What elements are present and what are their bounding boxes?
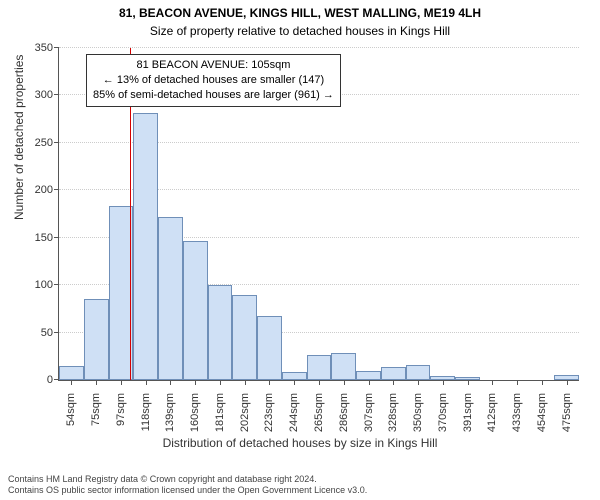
x-tick-mark <box>245 380 246 385</box>
x-tick-label: 160sqm <box>189 386 201 432</box>
histogram-bar <box>232 295 257 380</box>
x-tick-label: 412sqm <box>486 386 498 432</box>
x-tick-label: 118sqm <box>140 386 152 431</box>
histogram-bar <box>208 285 233 380</box>
histogram-bar <box>183 241 208 380</box>
grid-line <box>59 47 579 48</box>
x-tick-label: 181sqm <box>214 386 226 432</box>
x-tick-label: 265sqm <box>313 386 325 432</box>
x-tick-label: 139sqm <box>164 386 176 432</box>
y-tick-label: 300 <box>35 89 59 101</box>
x-tick-mark <box>344 380 345 385</box>
footer-line-2: Contains OS public sector information li… <box>8 485 367 496</box>
y-tick-label: 150 <box>35 232 59 244</box>
x-tick-mark <box>443 380 444 385</box>
x-tick-label: 54sqm <box>65 386 77 426</box>
annotation-line: 81 BEACON AVENUE: 105sqm <box>93 58 334 73</box>
y-tick-label: 0 <box>47 374 59 386</box>
x-tick-mark <box>517 380 518 385</box>
chart-subtitle: Size of property relative to detached ho… <box>0 24 600 38</box>
x-tick-label: 97sqm <box>115 386 127 426</box>
x-tick-label: 350sqm <box>412 386 424 432</box>
chart-title: 81, BEACON AVENUE, KINGS HILL, WEST MALL… <box>0 6 600 20</box>
x-tick-mark <box>71 380 72 385</box>
histogram-bar <box>84 299 109 380</box>
x-tick-label: 454sqm <box>536 386 548 432</box>
x-tick-mark <box>542 380 543 385</box>
x-tick-label: 391sqm <box>462 386 474 432</box>
x-axis-label: Distribution of detached houses by size … <box>0 436 600 450</box>
y-tick-label: 50 <box>41 327 59 339</box>
x-tick-mark <box>121 380 122 385</box>
x-tick-mark <box>269 380 270 385</box>
x-tick-mark <box>369 380 370 385</box>
x-tick-mark <box>492 380 493 385</box>
x-tick-mark <box>567 380 568 385</box>
y-tick-label: 100 <box>35 279 59 291</box>
footer-text: Contains HM Land Registry data © Crown c… <box>8 474 367 497</box>
x-tick-mark <box>170 380 171 385</box>
x-tick-label: 370sqm <box>437 386 449 432</box>
x-tick-label: 475sqm <box>561 386 573 432</box>
histogram-bar <box>133 113 158 380</box>
annotation-box: 81 BEACON AVENUE: 105sqm← 13% of detache… <box>86 54 341 107</box>
x-tick-mark <box>195 380 196 385</box>
histogram-bar <box>307 355 332 380</box>
histogram-bar <box>59 366 84 380</box>
annotation-line: ← 13% of detached houses are smaller (14… <box>93 73 334 88</box>
x-tick-label: 328sqm <box>387 386 399 432</box>
x-tick-mark <box>468 380 469 385</box>
y-tick-label: 200 <box>35 184 59 196</box>
annotation-line: 85% of semi-detached houses are larger (… <box>93 88 334 103</box>
x-tick-label: 244sqm <box>288 386 300 432</box>
histogram-bar <box>331 353 356 380</box>
x-tick-mark <box>146 380 147 385</box>
histogram-bar <box>406 365 431 380</box>
x-tick-label: 223sqm <box>263 386 275 432</box>
x-tick-mark <box>96 380 97 385</box>
histogram-bar <box>158 217 183 380</box>
y-axis-label: Number of detached properties <box>12 55 26 220</box>
chart-container: 81, BEACON AVENUE, KINGS HILL, WEST MALL… <box>0 0 600 500</box>
x-tick-label: 286sqm <box>338 386 350 432</box>
x-tick-mark <box>393 380 394 385</box>
footer-line-1: Contains HM Land Registry data © Crown c… <box>8 474 367 485</box>
x-tick-label: 202sqm <box>239 386 251 432</box>
histogram-bar <box>282 372 307 380</box>
x-tick-mark <box>319 380 320 385</box>
y-tick-label: 350 <box>35 42 59 54</box>
x-tick-mark <box>294 380 295 385</box>
y-tick-label: 250 <box>35 137 59 149</box>
x-tick-label: 75sqm <box>90 386 102 426</box>
histogram-bar <box>356 371 381 380</box>
x-tick-label: 307sqm <box>363 386 375 432</box>
histogram-bar <box>381 367 406 380</box>
x-tick-mark <box>418 380 419 385</box>
histogram-bar <box>257 316 282 381</box>
x-tick-label: 433sqm <box>511 386 523 432</box>
x-tick-mark <box>220 380 221 385</box>
